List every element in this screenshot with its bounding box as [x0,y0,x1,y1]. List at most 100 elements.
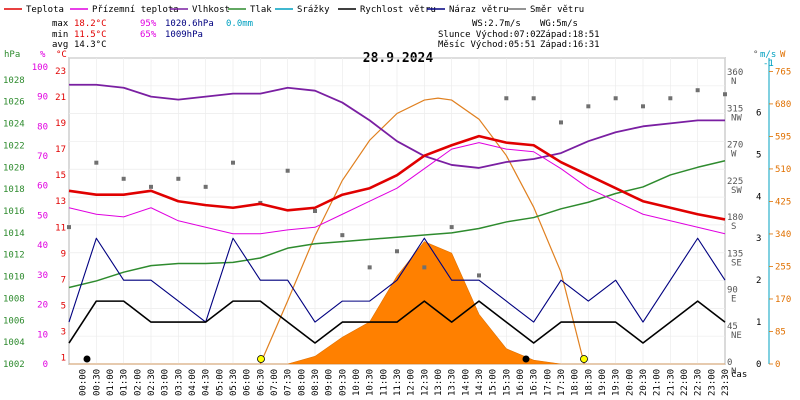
time-tick-label: 18:00 [571,369,581,396]
wind-direction-point [477,273,481,278]
axes: 1002100410061008101010121014101610181020… [3,50,791,396]
direction-compass-label: E [731,295,736,305]
direction-compass-label: N [731,367,736,377]
direction-compass-label: SW [731,186,742,196]
humidity-tick-label: 20 [37,301,48,311]
temperature-tick-label: 11 [55,223,66,233]
time-tick-label: 01:00 [106,369,116,396]
pressure-tick-label: 1004 [3,338,25,348]
time-tick-label: 15:00 [489,369,499,396]
time-tick-label: 11:00 [379,369,389,396]
pressure-tick-label: 1012 [3,251,25,261]
time-tick-label: 21:30 [666,369,676,396]
temperature-tick-label: 17 [55,145,66,155]
radiation-tick-label: 765 [775,67,791,77]
wind-direction-point [176,176,181,181]
time-tick-label: 16:30 [530,369,540,396]
wind-direction-point [449,225,454,230]
time-tick-label: 20:30 [639,369,649,396]
wind-direction-series [67,88,727,278]
time-tick-label: 01:30 [120,369,130,396]
time-tick-label: 07:00 [270,369,280,396]
time-axis-label: čas [731,369,747,380]
humidity-tick-label: 0 [43,360,48,370]
info-ws: WS:2.7m/s [472,19,521,29]
pressure-tick-label: 1006 [3,316,25,326]
temperature-tick-label: 19 [55,119,66,129]
time-tick-label: 08:30 [311,369,321,396]
temperature-tick-label: 5 [61,301,66,311]
legend-label: Rychlost větru [360,5,436,15]
wind-speed-tick-label: 4 [756,192,761,202]
pressure-tick-label: 1018 [3,185,25,195]
time-tick-label: 04:00 [188,369,198,396]
direction-compass-label: S [731,222,736,232]
wind-speed-tick-label: 2 [756,276,761,286]
time-tick-label: 12:30 [420,369,430,396]
wind-direction-point [613,96,618,101]
wind-direction-point [395,249,399,254]
temperature-tick-label: 1 [61,353,66,363]
series-line [68,142,726,235]
wind-speed-tick-label: 6 [756,108,761,118]
direction-tick-label: 0 [727,358,732,368]
legend-label: Tlak [250,5,272,15]
info-sun-rise: Slunce Východ:07:02 [438,30,541,40]
pressure-tick-label: 1016 [3,207,25,217]
pressure-tick-label: 1002 [3,360,25,370]
stat-min-press: 1009hPa [165,30,203,40]
temperature-axis-unit: °C [56,50,67,60]
pressure-tick-label: 1026 [3,98,25,108]
pressure-tick-label: 1024 [3,120,25,130]
time-tick-label: 20:00 [625,369,635,396]
radiation-tick-label: 595 [775,132,791,142]
sun-moon-info: WS:2.7m/s WG:5m/s Slunce Východ:07:02 Zá… [438,19,600,50]
wind-direction-point [231,160,235,165]
wind-direction-point [367,265,372,270]
wind-direction-point [668,96,673,101]
stat-max-rain: 0.0mm [226,19,253,29]
wind-speed-tick-label: 5 [756,150,761,160]
wind-direction-point [723,92,727,97]
stat-min-temp: 11.5°C [74,30,107,40]
direction-tick-label: 90 [727,286,738,296]
info-wg: WG:5m/s [540,19,578,29]
stat-min-label: min [52,30,68,40]
stat-avg-temp: 14.3°C [74,40,107,50]
wind-direction-point [695,88,700,93]
time-tick-label: 17:30 [557,369,567,396]
time-tick-label: 15:30 [502,369,512,396]
temperature-tick-label: 23 [55,67,66,77]
info-moon-set: Západ:16:31 [540,40,600,50]
series-line [68,237,726,323]
wind-speed-tick-label: 0 [756,360,761,370]
direction-compass-label: NW [731,113,742,123]
wind-speed-tick-label: 3 [756,234,761,244]
time-tick-label: 07:30 [284,369,294,396]
time-tick-label: 22:30 [694,369,704,396]
radiation-axis-unit: W [780,50,786,60]
pressure-axis-unit: hPa [4,50,20,60]
wind-speed-axis-unit: m/s [760,50,776,60]
wind-direction-point [203,184,208,189]
info-sun-set: Západ:18:51 [540,30,600,40]
time-tick-label: 14:30 [475,369,485,396]
humidity-tick-label: 60 [37,182,48,192]
wind-direction-point [67,225,71,230]
legend-label: Teplota [26,5,64,15]
direction-compass-label: NE [731,331,742,341]
rain-axis-top-label: -1 [763,59,774,69]
time-tick-label: 19:30 [612,369,622,396]
radiation-tick-label: 510 [775,165,791,175]
wind-direction-point [504,96,509,101]
stats-block: max 18.2°C 95% 1020.6hPa 0.0mm min 11.5°… [52,19,253,50]
time-tick-label: 23:00 [707,369,717,396]
time-tick-label: 02:30 [147,369,157,396]
radiation-tick-label: 425 [775,197,791,207]
time-tick-label: 02:00 [133,369,143,396]
humidity-tick-label: 80 [37,122,48,132]
wind-direction-point [121,176,126,181]
series-line [68,159,726,289]
